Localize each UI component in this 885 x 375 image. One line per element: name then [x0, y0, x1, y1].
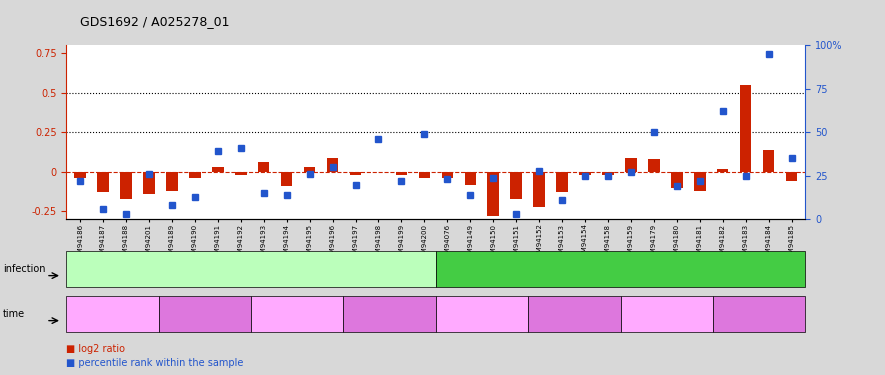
- Text: 48 h: 48 h: [749, 309, 770, 319]
- Bar: [740, 85, 751, 172]
- Bar: [648, 159, 659, 172]
- Bar: [511, 172, 522, 199]
- Bar: [625, 158, 636, 172]
- Text: 4 h: 4 h: [104, 309, 120, 319]
- Bar: [189, 172, 201, 178]
- Text: ■ log2 ratio: ■ log2 ratio: [66, 344, 126, 354]
- Text: 4 h: 4 h: [474, 309, 489, 319]
- Text: mock: mock: [238, 264, 265, 274]
- Bar: [166, 172, 178, 191]
- Bar: [396, 172, 407, 175]
- Bar: [235, 172, 247, 175]
- Bar: [786, 172, 797, 182]
- Bar: [557, 172, 568, 192]
- Bar: [763, 150, 774, 172]
- Bar: [442, 172, 453, 178]
- Bar: [258, 162, 269, 172]
- Text: ■ percentile rank within the sample: ■ percentile rank within the sample: [66, 358, 243, 368]
- Bar: [74, 172, 86, 178]
- Text: 12 h: 12 h: [194, 309, 216, 319]
- Text: time: time: [3, 309, 25, 319]
- Bar: [671, 172, 682, 188]
- Text: GDS1692 / A025278_01: GDS1692 / A025278_01: [80, 15, 229, 28]
- Bar: [304, 167, 315, 172]
- Bar: [281, 172, 292, 186]
- Text: 48 h: 48 h: [379, 309, 401, 319]
- Bar: [488, 172, 499, 216]
- Text: 24 h: 24 h: [656, 309, 678, 319]
- Bar: [694, 172, 705, 191]
- Bar: [97, 172, 109, 192]
- Bar: [143, 172, 155, 194]
- Bar: [419, 172, 430, 178]
- Bar: [327, 158, 338, 172]
- Bar: [717, 169, 728, 172]
- Bar: [580, 172, 591, 175]
- Text: 24 h: 24 h: [287, 309, 308, 319]
- Bar: [350, 172, 361, 175]
- Bar: [120, 172, 132, 199]
- Bar: [603, 172, 613, 175]
- Bar: [465, 172, 476, 184]
- Bar: [212, 167, 224, 172]
- Text: 12 h: 12 h: [564, 309, 585, 319]
- Text: infection: infection: [3, 264, 45, 274]
- Bar: [534, 172, 545, 207]
- Text: Agrobacterium tumefaciens: Agrobacterium tumefaciens: [552, 264, 689, 274]
